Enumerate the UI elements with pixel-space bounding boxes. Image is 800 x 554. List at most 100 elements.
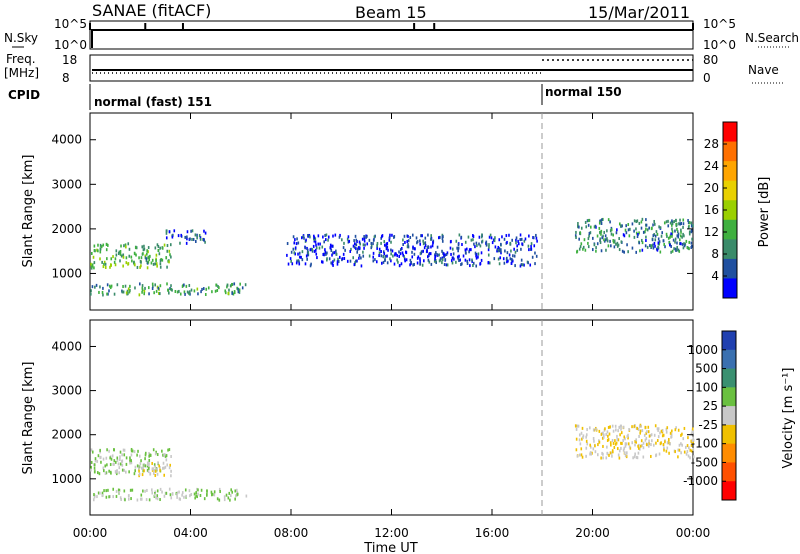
data-cell [380,250,382,254]
data-cell [326,258,328,262]
data-cell [173,229,176,233]
data-cell [457,257,460,261]
data-cell [291,262,294,266]
data-cell [634,439,637,443]
data-cell [691,427,694,431]
data-cell [130,255,133,259]
data-cell [108,449,110,453]
data-cell [609,229,612,233]
data-cell [641,241,644,245]
data-cell [131,488,134,492]
data-cell [101,494,104,498]
data-cell [681,242,684,246]
data-cell [321,260,324,264]
data-cell [328,257,331,261]
data-cell [578,225,580,229]
data-cell [152,471,155,475]
data-cell [213,493,216,497]
data-cell [671,222,674,226]
data-cell [611,454,613,458]
data-cell [677,428,680,432]
data-cell [680,222,682,226]
data-cell [145,258,148,262]
data-cell [627,228,630,232]
data-cell [579,453,581,457]
data-cell [196,287,199,291]
colorbar-segment [723,258,737,279]
data-cell [153,463,156,467]
data-cell [388,238,391,242]
data-cell [329,243,332,247]
data-cell [592,236,594,240]
data-cell [670,232,672,236]
data-cell [402,253,405,257]
data-cell [601,218,603,222]
data-cell [324,250,327,254]
data-cell [597,453,599,457]
data-cell [671,232,673,236]
data-cell [134,263,136,267]
data-cell [470,238,473,242]
data-cell [163,473,166,477]
data-cell [594,444,596,448]
data-cell [108,289,110,293]
data-cell [405,258,408,262]
data-cell [458,259,460,263]
data-cell [375,260,378,264]
data-cell [575,230,577,234]
data-cell [154,493,156,497]
data-cell [96,459,99,463]
data-cell [98,472,101,476]
data-cell [121,463,124,467]
data-cell [434,254,437,258]
data-cell [642,441,645,445]
data-cell [614,424,617,428]
data-cell [640,220,643,224]
data-cell [451,247,454,251]
x-tick-label: 04:00 [173,526,208,540]
data-cell [125,256,128,260]
y-tick-label: 1000 [51,266,82,280]
data-cell [307,253,310,257]
data-cell [403,257,406,261]
data-cell [598,226,601,230]
data-cell [211,493,213,497]
data-cell [583,238,586,242]
data-cell [190,229,192,233]
data-cell [192,237,195,241]
data-cell [472,264,474,268]
data-cell [654,244,656,248]
data-cell [671,249,674,253]
data-cell [122,290,125,294]
data-cell [496,247,499,251]
data-cell [666,426,669,430]
colorbar-segment [722,406,736,426]
data-cell [116,458,119,462]
data-cell [472,261,475,265]
data-cell [236,286,238,290]
data-cell [594,224,597,228]
data-cell [587,237,590,241]
data-cell [391,249,394,253]
data-cell [99,243,102,247]
data-cell [427,245,429,249]
data-cell [199,236,202,240]
data-cell [146,464,149,468]
data-cell [415,236,418,240]
data-cell [170,255,172,259]
data-cell [99,491,101,495]
data-cell [406,245,409,249]
data-cell [640,238,643,242]
data-cell [578,438,581,442]
data-cell [677,248,680,252]
data-cell [97,491,100,495]
data-cell [606,237,608,241]
data-cell [123,244,125,248]
y-tick-label: 2000 [51,222,82,236]
data-cell [338,235,341,239]
data-cell [622,439,624,443]
data-cell [198,234,201,238]
data-cell [658,452,661,456]
data-cell [104,471,107,475]
data-cell [646,245,649,249]
